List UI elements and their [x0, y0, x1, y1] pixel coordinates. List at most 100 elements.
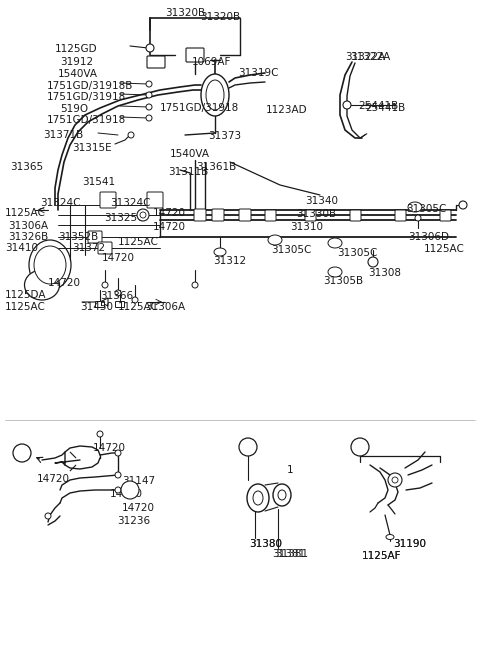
Text: 31352B: 31352B — [58, 232, 98, 242]
Text: A: A — [19, 448, 25, 458]
Text: 31371B: 31371B — [43, 130, 83, 140]
Ellipse shape — [408, 202, 422, 212]
Ellipse shape — [247, 484, 269, 512]
Text: 1125DA: 1125DA — [5, 290, 47, 300]
Text: 31311B: 31311B — [168, 167, 208, 177]
Text: 31541: 31541 — [82, 177, 115, 187]
Circle shape — [121, 481, 139, 499]
FancyBboxPatch shape — [350, 210, 361, 221]
Circle shape — [146, 115, 152, 121]
Circle shape — [351, 438, 369, 456]
Circle shape — [343, 101, 351, 109]
FancyBboxPatch shape — [239, 209, 251, 221]
Text: 31305B: 31305B — [323, 276, 363, 286]
Text: 31236: 31236 — [117, 516, 150, 526]
Text: 14720: 14720 — [48, 278, 81, 288]
Text: 31325C: 31325C — [104, 213, 144, 223]
Text: 25441B: 25441B — [365, 103, 405, 113]
Circle shape — [146, 44, 154, 52]
Ellipse shape — [328, 267, 342, 277]
Circle shape — [239, 438, 257, 456]
Ellipse shape — [24, 270, 60, 300]
Text: 31361B: 31361B — [196, 162, 236, 172]
Text: 31380: 31380 — [249, 539, 282, 549]
Text: 31450: 31450 — [80, 302, 113, 312]
Text: 14720: 14720 — [110, 489, 143, 499]
Ellipse shape — [253, 491, 263, 505]
Text: 1123AD: 1123AD — [266, 105, 308, 115]
Text: 31306D: 31306D — [408, 232, 449, 242]
Text: 31381: 31381 — [275, 549, 308, 559]
Circle shape — [192, 282, 198, 288]
Circle shape — [115, 290, 121, 296]
Text: 31381: 31381 — [272, 549, 305, 559]
Text: 31380: 31380 — [249, 539, 282, 549]
Ellipse shape — [386, 535, 394, 539]
Text: 31147: 31147 — [122, 476, 155, 486]
Text: 1: 1 — [245, 442, 251, 452]
Text: 1125AC: 1125AC — [5, 208, 46, 218]
FancyBboxPatch shape — [116, 302, 124, 307]
Text: 14720: 14720 — [93, 443, 126, 453]
FancyBboxPatch shape — [305, 210, 316, 221]
Circle shape — [146, 81, 152, 87]
Text: 31305C: 31305C — [337, 248, 377, 258]
FancyBboxPatch shape — [96, 302, 105, 307]
FancyBboxPatch shape — [186, 48, 204, 62]
Circle shape — [388, 473, 402, 487]
Text: 1125AC: 1125AC — [118, 302, 159, 312]
FancyBboxPatch shape — [98, 242, 112, 254]
Text: 1125AF: 1125AF — [362, 551, 401, 561]
Ellipse shape — [278, 490, 286, 500]
Text: 31315E: 31315E — [72, 143, 112, 153]
Text: 31310: 31310 — [290, 222, 323, 232]
Text: 31340: 31340 — [305, 196, 338, 206]
Circle shape — [415, 215, 421, 221]
FancyBboxPatch shape — [395, 210, 406, 221]
Text: 31306A: 31306A — [145, 302, 185, 312]
Text: 31306A: 31306A — [8, 221, 48, 231]
Text: 2: 2 — [357, 442, 363, 452]
Text: 31308: 31308 — [368, 268, 401, 278]
Text: 1125AC: 1125AC — [5, 302, 46, 312]
Text: 1125GD: 1125GD — [55, 44, 97, 54]
FancyBboxPatch shape — [212, 209, 224, 221]
Text: 1751GD/31918: 1751GD/31918 — [47, 115, 126, 125]
Ellipse shape — [34, 246, 66, 284]
Text: 31312: 31312 — [213, 256, 246, 266]
Text: 1125AC: 1125AC — [424, 244, 465, 254]
Text: 31319C: 31319C — [238, 68, 278, 78]
Text: 25441B: 25441B — [358, 101, 398, 111]
Text: 14720: 14720 — [153, 222, 186, 232]
Text: 31365: 31365 — [10, 162, 43, 172]
Text: 31324C: 31324C — [110, 198, 151, 208]
FancyBboxPatch shape — [440, 210, 451, 221]
Ellipse shape — [214, 248, 226, 256]
Text: 31322A: 31322A — [350, 52, 390, 62]
Text: 1069AF: 1069AF — [192, 57, 231, 67]
FancyBboxPatch shape — [100, 192, 116, 208]
Circle shape — [13, 444, 31, 462]
Text: 1751GD/31918: 1751GD/31918 — [160, 103, 239, 113]
Text: 14720: 14720 — [102, 253, 135, 263]
Text: 31324C: 31324C — [40, 198, 81, 208]
Circle shape — [392, 477, 398, 483]
Text: 31190: 31190 — [393, 539, 426, 549]
Circle shape — [459, 201, 467, 209]
Ellipse shape — [268, 235, 282, 245]
Text: 14720: 14720 — [37, 474, 70, 484]
Text: 1125AC: 1125AC — [118, 237, 159, 247]
Ellipse shape — [201, 74, 229, 116]
Text: 1: 1 — [287, 465, 294, 475]
Ellipse shape — [328, 238, 342, 248]
Text: 31912: 31912 — [60, 57, 93, 67]
Circle shape — [97, 431, 103, 437]
Text: 31320B: 31320B — [165, 8, 205, 18]
Text: 31320B: 31320B — [200, 12, 240, 22]
Circle shape — [115, 487, 121, 493]
Text: 2: 2 — [127, 485, 133, 495]
Text: 1540VA: 1540VA — [58, 69, 98, 79]
Text: 31190: 31190 — [393, 539, 426, 549]
Circle shape — [368, 257, 378, 267]
FancyBboxPatch shape — [147, 192, 163, 208]
